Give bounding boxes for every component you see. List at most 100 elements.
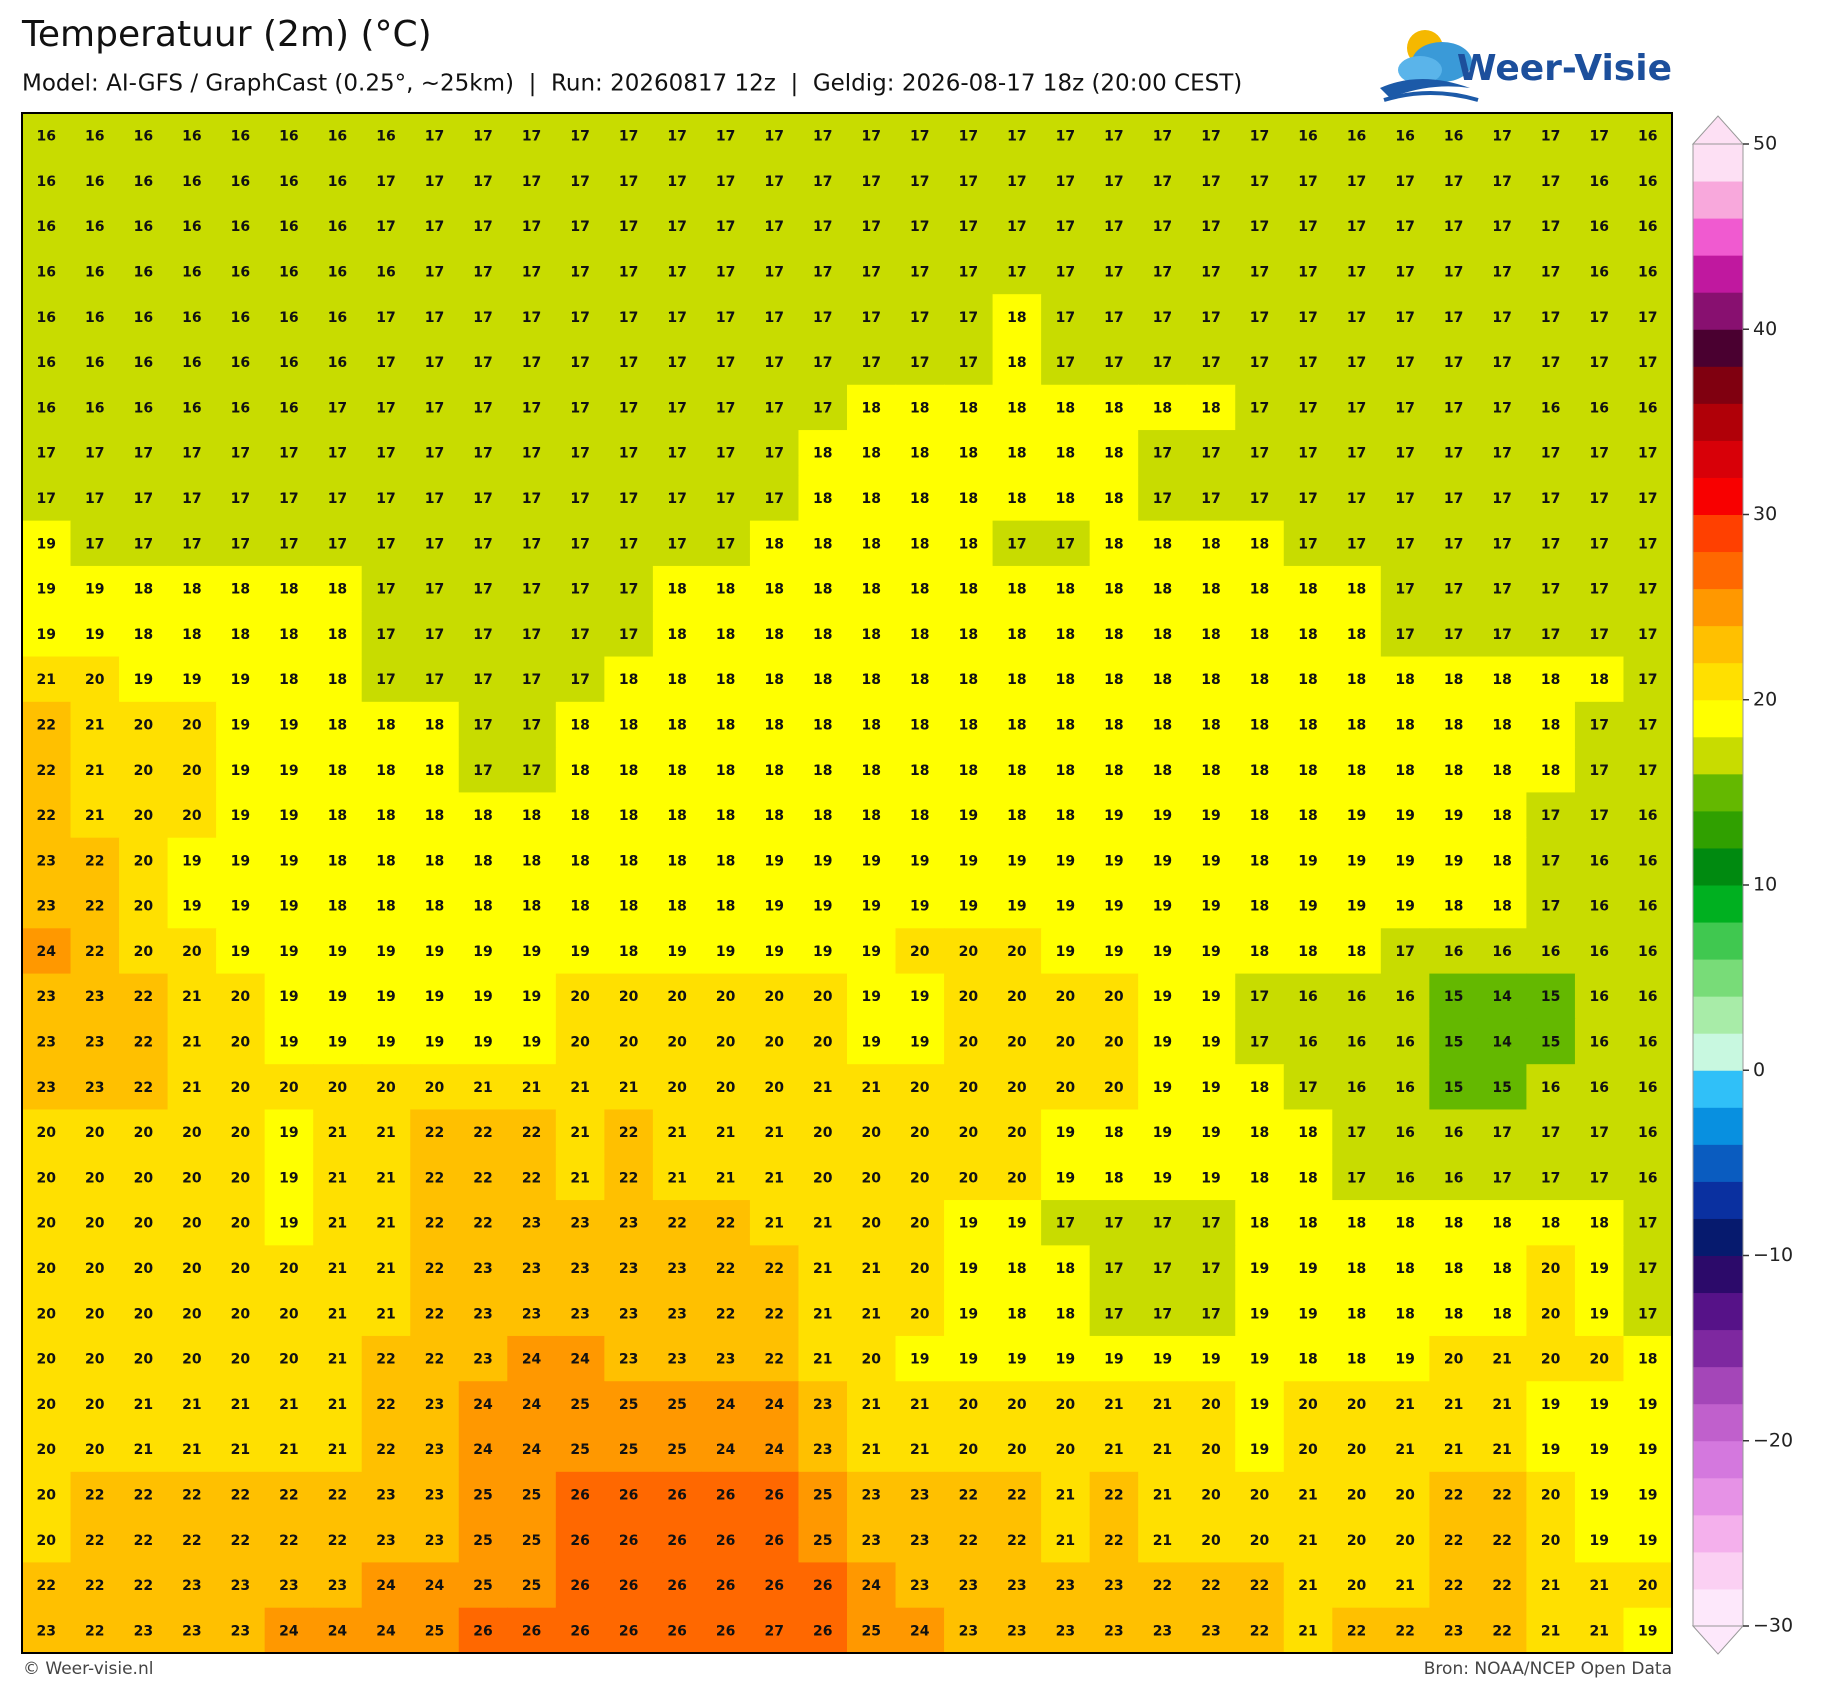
temperature-label: 20 — [134, 1170, 154, 1186]
temperature-cell — [992, 1064, 1042, 1111]
temperature-label: 18 — [1492, 672, 1511, 688]
temperature-label: 17 — [328, 536, 347, 552]
temperature-cell — [604, 701, 654, 748]
temperature-label: 18 — [959, 627, 978, 643]
temperature-label: 17 — [570, 400, 589, 416]
temperature-label: 19 — [1201, 989, 1220, 1005]
temperature-cell — [847, 883, 897, 929]
temperature-label: 18 — [959, 763, 978, 779]
temperature-label: 17 — [619, 129, 638, 145]
temperature-label: 17 — [1638, 763, 1657, 779]
temperature-label: 21 — [1104, 1397, 1123, 1413]
temperature-label: 23 — [1007, 1623, 1026, 1639]
temperature-label: 18 — [667, 899, 686, 915]
temperature-label: 17 — [1347, 219, 1366, 235]
temperature-cell — [1429, 565, 1479, 612]
temperature-cell — [555, 973, 605, 1020]
temperature-cell — [944, 113, 994, 159]
temperature-label: 18 — [910, 536, 929, 552]
temperature-label: 23 — [85, 1035, 104, 1051]
temperature-cell — [22, 294, 72, 341]
temperature-cell — [410, 248, 460, 295]
temperature-label: 20 — [231, 989, 251, 1005]
temperature-label: 23 — [1104, 1578, 1123, 1594]
temperature-cell — [847, 701, 897, 748]
temperature-label: 18 — [1007, 1306, 1026, 1322]
temperature-cell — [119, 1018, 169, 1065]
temperature-label: 17 — [473, 763, 492, 779]
temperature-label: 18 — [1541, 1216, 1560, 1232]
temperature-label: 18 — [570, 717, 589, 733]
temperature-label: 16 — [134, 129, 153, 145]
temperature-label: 19 — [1104, 944, 1123, 960]
temperature-label: 20 — [1298, 1442, 1318, 1458]
temperature-label: 21 — [279, 1397, 298, 1413]
temperature-cell — [361, 520, 411, 567]
temperature-label: 26 — [619, 1533, 638, 1549]
temperature-label: 26 — [764, 1578, 783, 1594]
temperature-label: 26 — [570, 1623, 589, 1639]
temperature-label: 24 — [570, 1352, 590, 1368]
temperature-label: 19 — [522, 944, 541, 960]
temperature-label: 21 — [667, 1170, 686, 1186]
temperature-cell — [167, 656, 217, 703]
temperature-cell — [70, 1109, 120, 1156]
temperature-label: 17 — [1541, 853, 1560, 869]
temperature-label: 18 — [764, 717, 783, 733]
temperature-label: 26 — [619, 1623, 638, 1639]
temperature-cell — [458, 248, 508, 295]
temperature-cell — [652, 656, 703, 703]
temperature-label: 20 — [570, 1035, 590, 1051]
temperature-label: 18 — [134, 627, 153, 643]
temperature-cell — [652, 248, 703, 295]
temperature-label: 18 — [862, 672, 881, 688]
temperature-cell — [1138, 656, 1188, 703]
temperature-cell — [1089, 883, 1139, 929]
temperature-label: 17 — [1201, 491, 1220, 507]
temperature-label: 22 — [85, 1578, 104, 1594]
temperature-cell — [1235, 701, 1285, 748]
temperature-cell — [1380, 384, 1430, 431]
temperature-cell — [1574, 339, 1625, 386]
temperature-label: 17 — [619, 446, 638, 462]
temperature-label: 21 — [862, 1306, 881, 1322]
temperature-label: 21 — [619, 1080, 638, 1096]
temperature-cell — [507, 158, 557, 205]
temperature-label: 17 — [1395, 265, 1414, 281]
temperature-label: 26 — [522, 1623, 541, 1639]
temperature-label: 17 — [522, 355, 541, 371]
temperature-cell — [264, 248, 314, 295]
temperature-label: 20 — [1007, 1442, 1027, 1458]
temperature-cell — [1041, 747, 1091, 794]
temperature-label: 16 — [1638, 265, 1657, 281]
temperature-label: 25 — [570, 1442, 589, 1458]
temperature-label: 18 — [1153, 672, 1172, 688]
temperature-cell — [410, 158, 460, 205]
temperature-label: 22 — [619, 1170, 638, 1186]
temperature-label: 22 — [85, 1533, 104, 1549]
temperature-label: 18 — [1007, 627, 1026, 643]
temperature-label: 17 — [1638, 310, 1657, 326]
temperature-cell — [749, 1018, 800, 1065]
temperature-label: 19 — [959, 899, 978, 915]
temperature-label: 17 — [134, 536, 153, 552]
temperature-cell — [1283, 475, 1333, 522]
temperature-cell — [1574, 747, 1625, 794]
temperature-label: 17 — [1347, 400, 1366, 416]
colorbar-tick-label: 30 — [1753, 503, 1777, 525]
temperature-label: 17 — [1153, 491, 1172, 507]
temperature-label: 17 — [425, 355, 444, 371]
temperature-label: 19 — [328, 989, 347, 1005]
temperature-label: 15 — [1492, 1080, 1511, 1096]
temperature-cell — [410, 384, 460, 431]
temperature-label: 18 — [1250, 899, 1269, 915]
temperature-cell — [1623, 339, 1673, 386]
temperature-cell — [70, 158, 120, 205]
temperature-cell — [313, 1109, 363, 1156]
temperature-cell — [458, 611, 508, 658]
colorbar-band — [1693, 1107, 1743, 1145]
temperature-label: 19 — [279, 1125, 298, 1141]
temperature-label: 17 — [813, 174, 832, 190]
temperature-cell — [313, 520, 363, 567]
temperature-cell — [458, 203, 508, 250]
